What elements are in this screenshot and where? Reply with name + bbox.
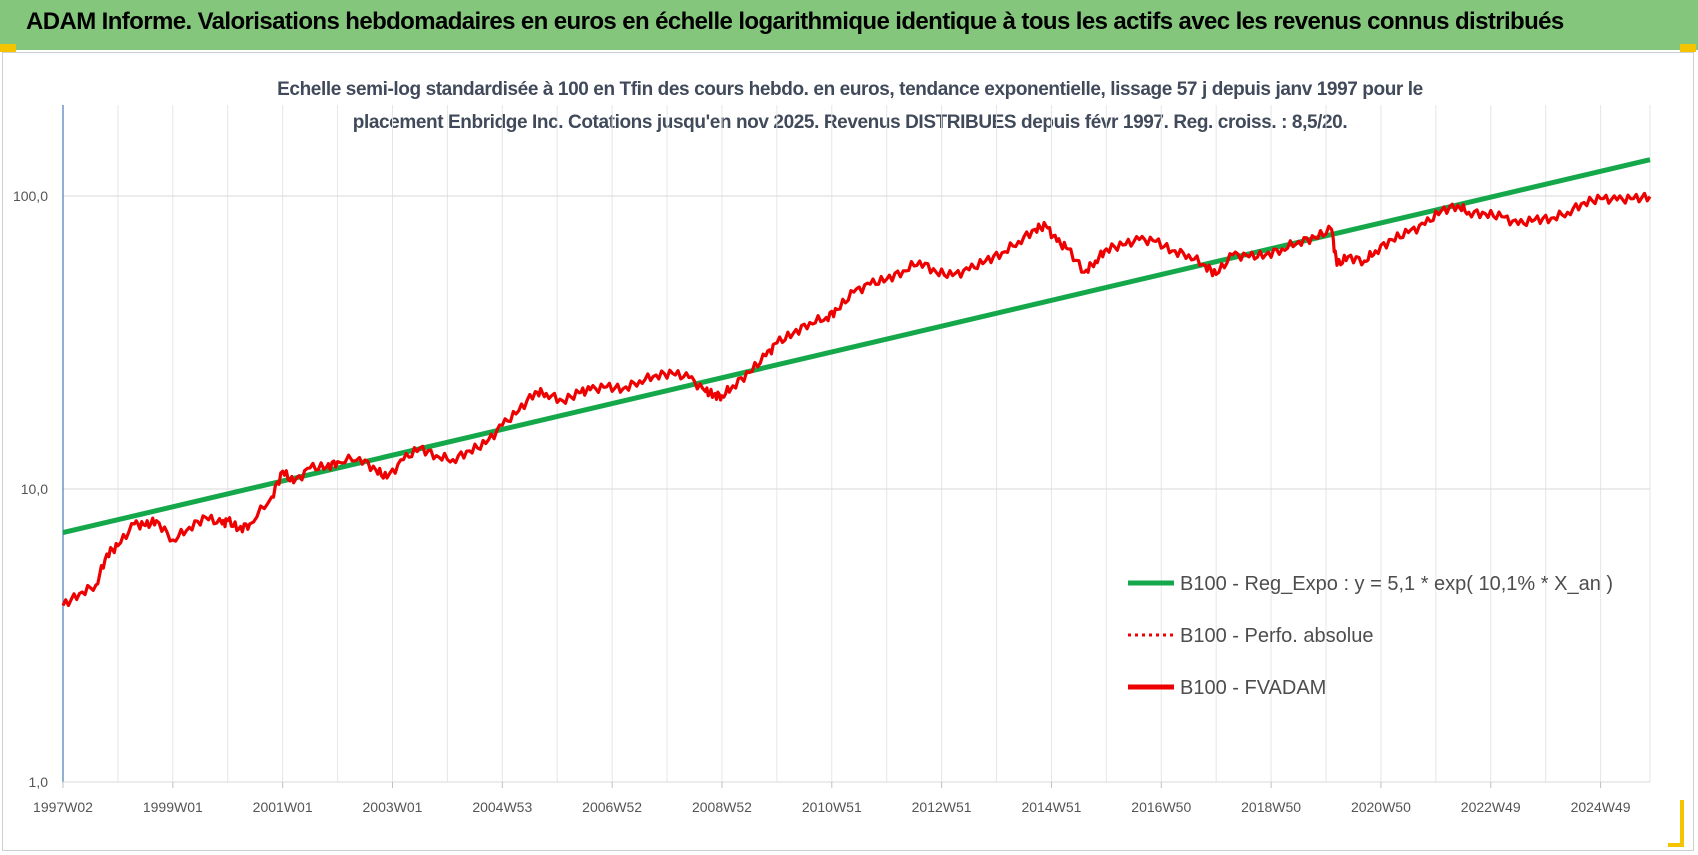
x-tick-label: 2004W53 [472,799,532,815]
chart-title: Echelle semi-log standardisée à 100 en T… [230,73,1470,139]
x-tick-label: 2024W49 [1571,799,1631,815]
legend: B100 - Reg_Expo : y = 5,1 * exp( 10,1% *… [1128,573,1613,699]
x-tick-label: 2012W51 [912,799,972,815]
legend-label: B100 - FVADAM [1180,677,1326,699]
report-banner-title: ADAM Informe. Valorisations hebdomadaire… [0,0,1698,50]
legend-label: B100 - Perfo. absolue [1180,625,1373,647]
legend-label: B100 - Reg_Expo : y = 5,1 * exp( 10,1% *… [1180,573,1613,595]
series-layer [61,157,1652,608]
y-tick-label: 10,0 [21,481,48,497]
x-tick-label: 2014W51 [1021,799,1081,815]
chart-frame [2,52,1694,851]
x-tick-label: 2001W01 [253,799,313,815]
corner-accent-top-right [1680,44,1696,52]
y-tick-label: 1,0 [29,774,49,790]
x-tick-label: 2008W52 [692,799,752,815]
x-tick-label: 2016W50 [1131,799,1191,815]
x-tick-label: 1999W01 [143,799,203,815]
x-tick-label: 2022W49 [1461,799,1521,815]
x-tick-label: 2018W50 [1241,799,1301,815]
x-tick-label: 1997W02 [33,799,93,815]
chart-title-line-2: placement Enbridge Inc. Cotations jusqu'… [352,112,1348,133]
chart-title-line-1: Echelle semi-log standardisée à 100 en T… [277,79,1423,100]
corner-accent-bottom-right [1680,800,1684,844]
corner-accent-bottom-right-base [1668,843,1684,847]
x-tick-label: 2010W51 [802,799,862,815]
y-tick-labels: 1,0 10,0 100,0 [13,188,48,790]
vertical-gridlines [62,105,1651,782]
x-tick-labels: 1997W02 1999W01 2001W01 2003W01 2004W53 2006W… [33,799,1631,815]
trend-line [62,157,1651,536]
fvadam-line [61,191,1652,608]
horizontal-gridlines [63,195,1650,490]
x-tick-label: 2003W01 [363,799,423,815]
x-tick-label: 2006W52 [582,799,642,815]
corner-accent-top-left [0,44,16,52]
x-tick-marks [62,782,1602,788]
x-tick-label: 2020W50 [1351,799,1411,815]
y-tick-label: 100,0 [13,188,48,204]
